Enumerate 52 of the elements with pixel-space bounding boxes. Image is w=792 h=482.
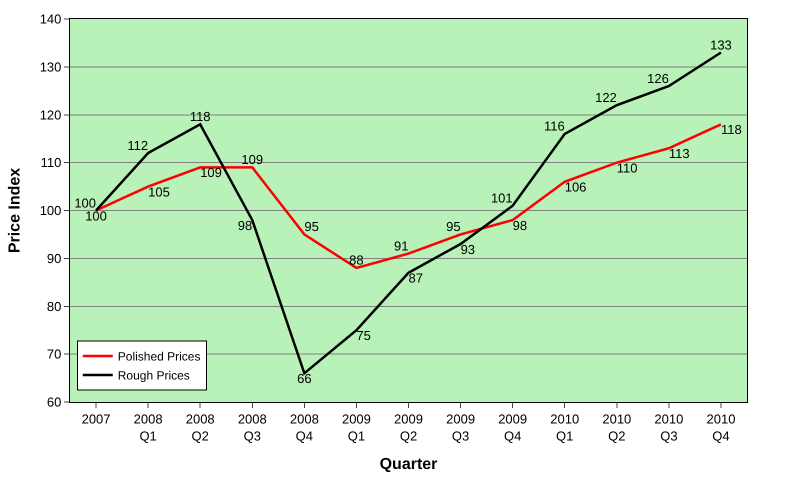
x-tick-label: 2008 Q3 [238, 412, 267, 444]
data-label: 105 [148, 184, 170, 200]
y-tick-label: 110 [40, 155, 62, 170]
data-label: 98 [238, 218, 252, 233]
data-label: 95 [446, 219, 461, 234]
x-tick-label: 2009 Q4 [498, 412, 528, 444]
data-label: 113 [668, 146, 690, 162]
data-label: 100 [74, 195, 96, 210]
data-label: 109 [200, 165, 222, 180]
x-tick-label: 2008 Q1 [134, 412, 163, 444]
y-tick-label: 90 [46, 250, 62, 266]
data-label: 133 [710, 37, 732, 52]
x-tick-label: 2010 Q3 [654, 412, 684, 444]
data-label: 126 [647, 70, 669, 86]
data-label: 100 [85, 208, 107, 224]
data-label: 91 [394, 238, 408, 254]
x-tick-label: 2007 [82, 412, 110, 427]
y-tick-label: 80 [46, 298, 62, 314]
data-label: 66 [297, 371, 312, 386]
legend-label: Rough Prices [118, 368, 190, 383]
x-tick-label: 2010 Q2 [602, 412, 632, 444]
x-tick-label: 2009 Q2 [394, 412, 423, 444]
y-tick-label: 130 [40, 59, 62, 74]
data-label: 112 [127, 138, 148, 153]
data-label: 93 [460, 242, 476, 257]
y-tick-label: 70 [46, 346, 62, 362]
x-tick-label: 2009 Q1 [342, 412, 371, 444]
data-label: 88 [349, 252, 364, 268]
data-label: 118 [190, 109, 211, 124]
data-label: 95 [304, 219, 319, 234]
data-label: 116 [544, 118, 565, 134]
x-tick-label: 2008 Q4 [290, 412, 319, 444]
x-tick-label: 2009 Q3 [446, 412, 476, 444]
data-label: 75 [356, 328, 371, 343]
y-tick-label: 120 [40, 107, 62, 122]
y-tick-label: 60 [46, 394, 62, 410]
data-label: 98 [512, 218, 528, 233]
x-axis-title: Quarter [380, 456, 438, 474]
y-tick-label: 100 [40, 203, 62, 218]
data-label: 109 [241, 152, 264, 168]
y-tick-label: 140 [40, 12, 62, 27]
y-axis-title: Price Index [6, 168, 24, 254]
data-label: 110 [616, 160, 638, 176]
data-label: 87 [408, 270, 423, 286]
data-label: 101 [490, 190, 513, 206]
x-tick-label: 2008 Q2 [186, 412, 215, 444]
legend-label: Polished Prices [118, 350, 200, 364]
data-label: 118 [720, 122, 742, 138]
data-label: 122 [595, 90, 617, 105]
x-tick-label: 2010 Q4 [706, 412, 736, 444]
data-label: 106 [564, 180, 586, 195]
x-tick-label: 2010 Q1 [550, 412, 580, 444]
